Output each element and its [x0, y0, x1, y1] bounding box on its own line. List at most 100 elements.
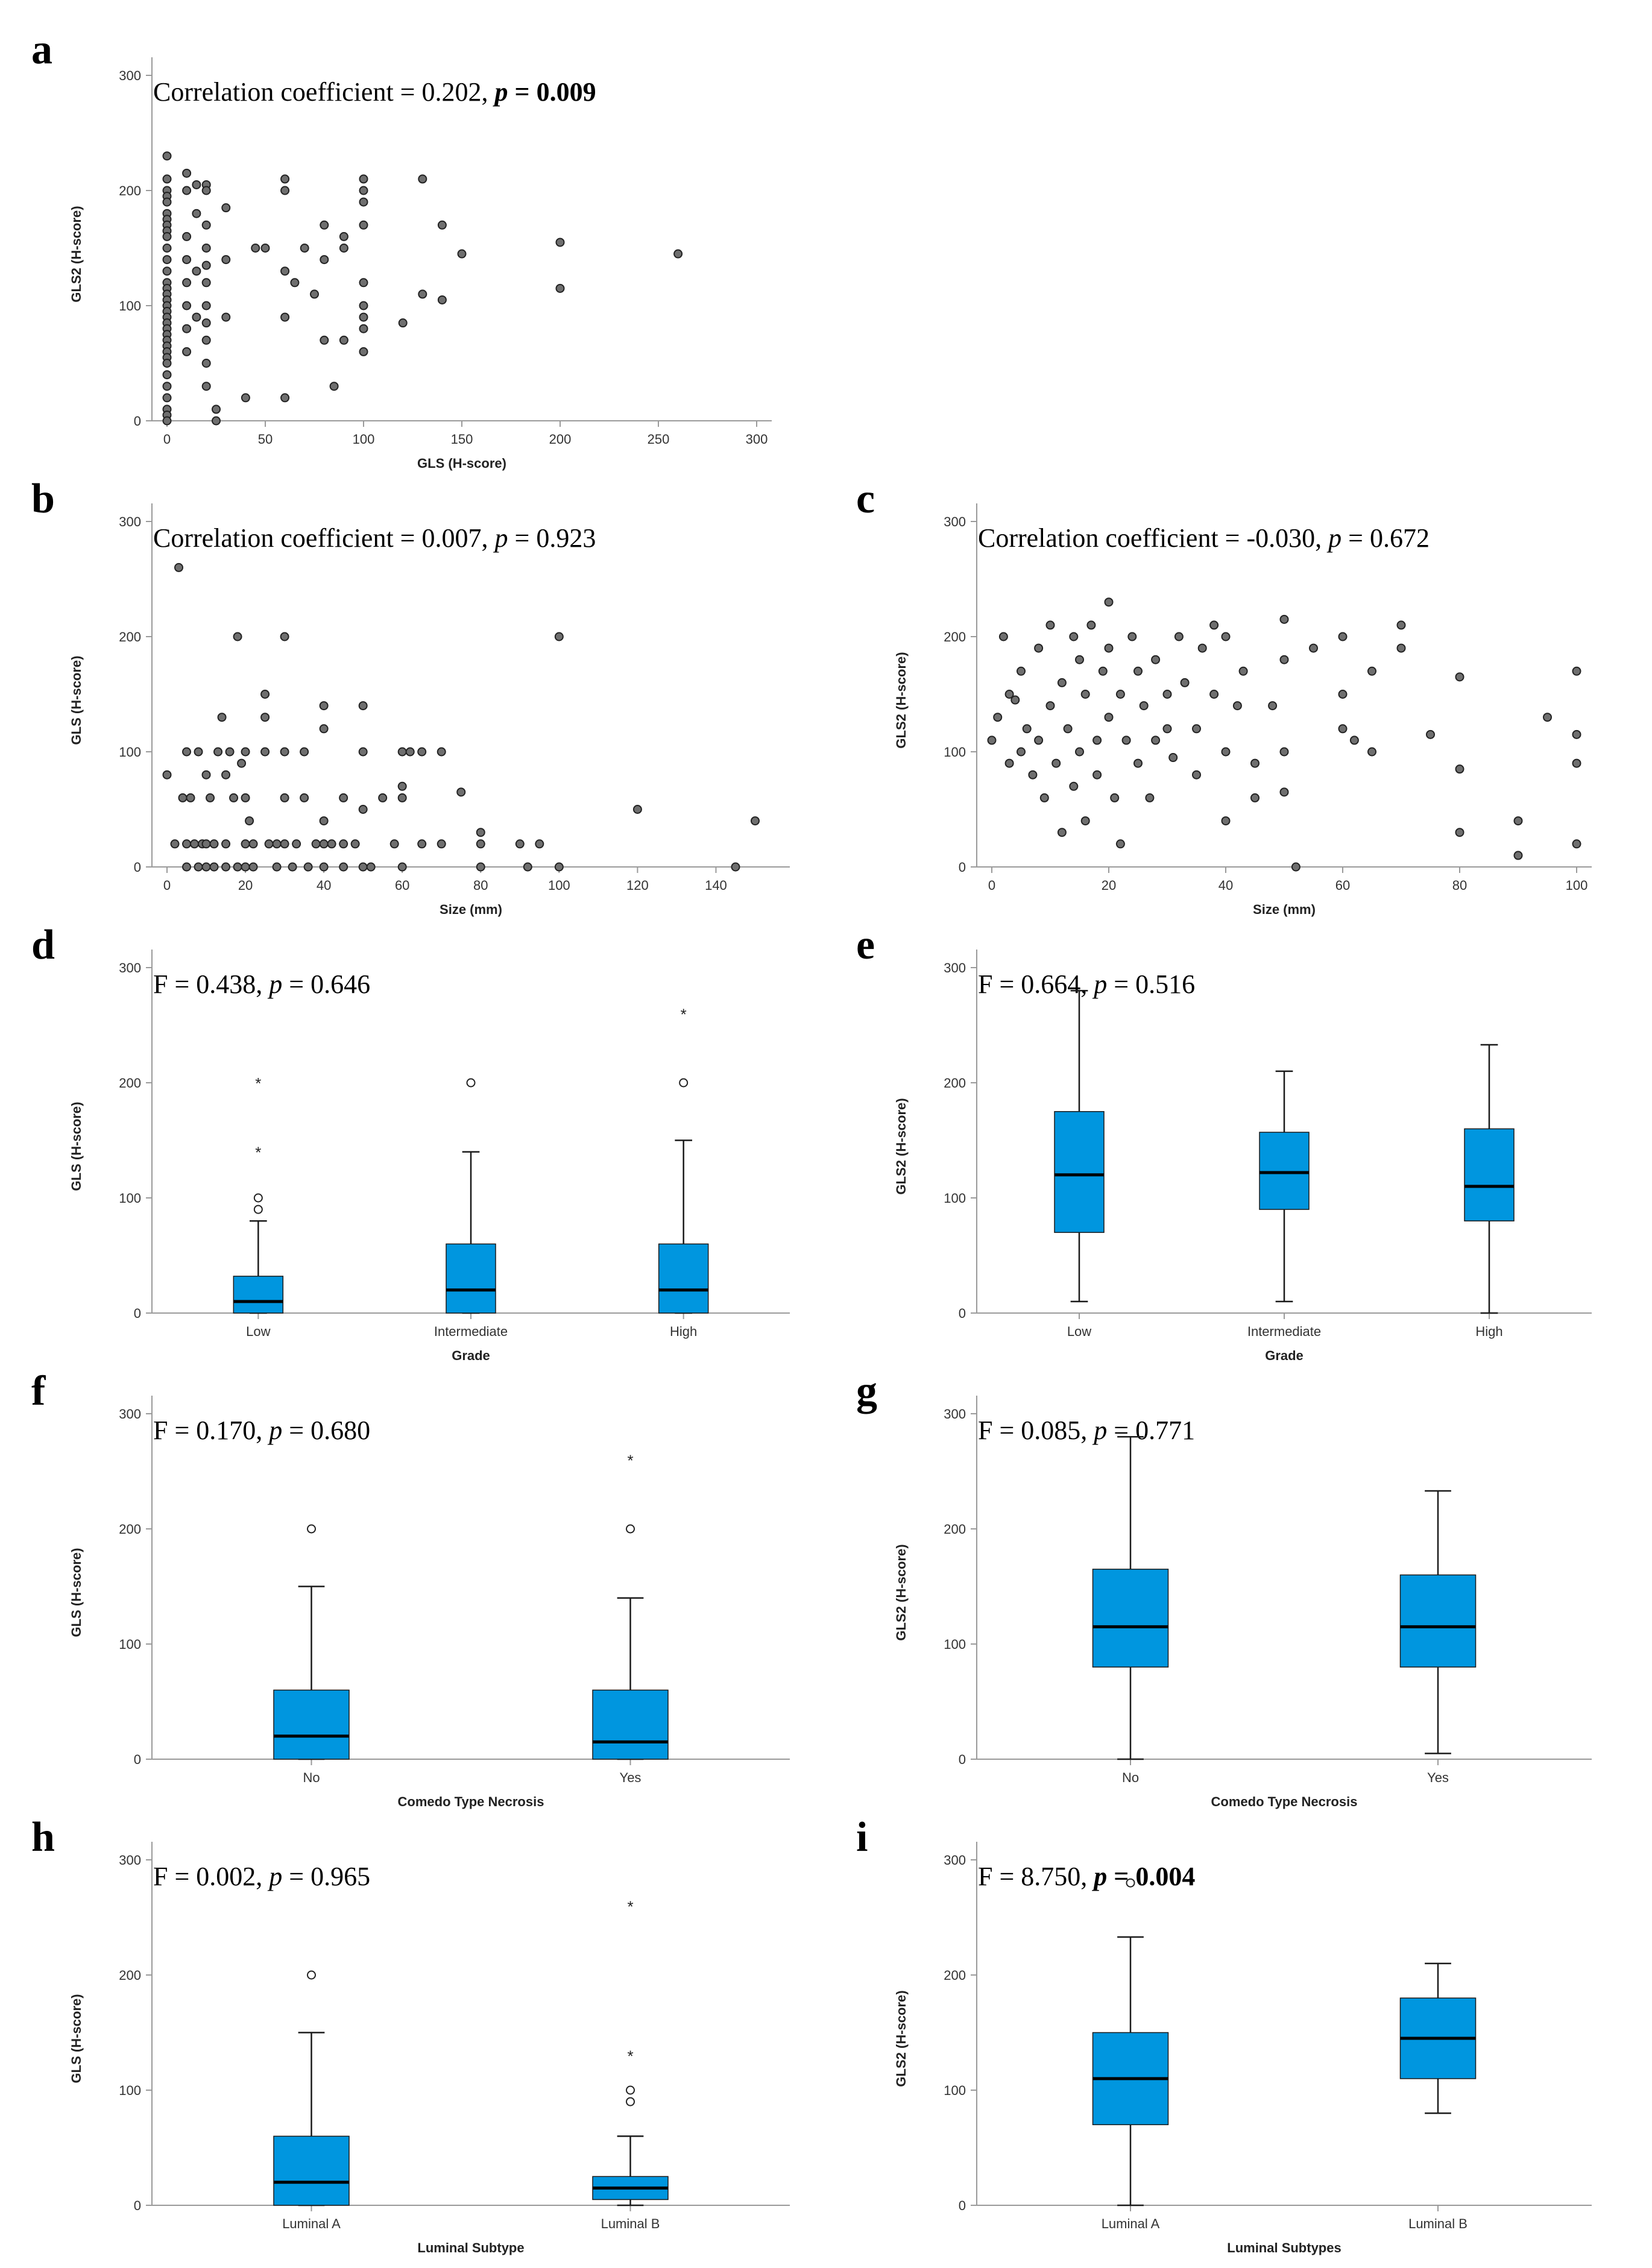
stat-prefix: F = 0.664,: [978, 969, 1094, 999]
stat-p-label: p: [1092, 969, 1107, 999]
data-point: [1192, 770, 1201, 780]
y-tick-label: 300: [119, 68, 141, 83]
category-label: No: [1122, 1770, 1139, 1785]
data-point: [182, 278, 192, 288]
y-tick-label: 0: [959, 1752, 966, 1767]
data-point: [1572, 666, 1581, 676]
category-label: Intermediate: [434, 1324, 508, 1339]
data-point: [418, 174, 427, 184]
x-axis-title: Grade: [1265, 1348, 1304, 1363]
panel-letter: a: [31, 27, 52, 73]
x-axis-title: Comedo Type Necrosis: [398, 1794, 544, 1809]
stat-p-value: = 0.923: [508, 523, 596, 553]
data-point: [182, 232, 192, 241]
data-point: [182, 862, 192, 872]
y-axis-title: GLS (H-score): [69, 1548, 84, 1637]
data-point: [1075, 655, 1084, 664]
data-point: [437, 839, 446, 849]
y-tick-label: 200: [119, 629, 141, 644]
data-point: [201, 278, 211, 288]
y-tick-label: 200: [944, 1522, 966, 1537]
x-tick-label: 140: [705, 878, 727, 893]
data-point: [1238, 666, 1248, 676]
data-point: [1069, 781, 1079, 791]
data-point: [476, 839, 485, 849]
outlier-point: [1126, 1878, 1135, 1888]
panel-c: c Correlation coefficient = -0.030, p = 0…: [856, 476, 1592, 917]
data-point: [673, 249, 683, 259]
data-point: [182, 255, 192, 265]
category-label: Intermediate: [1247, 1324, 1321, 1339]
data-point: [192, 312, 201, 322]
data-point: [1396, 620, 1406, 630]
x-tick-label: 0: [988, 878, 995, 893]
data-point: [1279, 655, 1289, 664]
data-point: [190, 839, 200, 849]
stat-prefix: F = 8.750,: [978, 1862, 1094, 1891]
data-point: [554, 632, 564, 641]
data-point: [206, 793, 215, 802]
category-label: Low: [246, 1324, 270, 1339]
data-point: [194, 862, 203, 872]
data-point: [437, 295, 447, 304]
x-axis-title: Luminal Subtype: [417, 2240, 524, 2255]
data-point: [288, 862, 297, 872]
data-point: [358, 862, 368, 872]
data-point: [417, 747, 427, 757]
x-tick-label: 300: [746, 432, 768, 447]
panel-b: b Correlation coefficient = 0.007, p = 0.…: [31, 476, 790, 917]
stat-prefix: F = 0.438,: [153, 969, 269, 999]
data-point: [1162, 724, 1172, 734]
data-point: [221, 312, 231, 322]
extreme-point: *: [627, 2047, 633, 2065]
data-point: [339, 335, 348, 345]
x-tick-label: 20: [238, 878, 253, 893]
data-point: [182, 747, 192, 757]
data-point: [398, 318, 408, 328]
data-point: [162, 382, 172, 391]
stat-p-label: p: [1091, 1862, 1107, 1891]
data-point: [192, 180, 201, 189]
data-point: [201, 862, 211, 872]
outlier-point: [626, 1524, 635, 1534]
data-point: [1045, 620, 1055, 630]
data-point: [358, 701, 368, 711]
data-point: [221, 862, 231, 872]
data-point: [162, 244, 172, 253]
data-point: [310, 289, 319, 299]
data-point: [457, 249, 467, 259]
data-point: [359, 312, 368, 322]
data-point: [327, 839, 336, 849]
data-point: [359, 197, 368, 207]
y-tick-label: 200: [119, 1968, 141, 1983]
data-point: [201, 382, 211, 391]
data-point: [359, 220, 368, 230]
stat-annotation: F = 0.002, p = 0.965: [153, 1862, 370, 1891]
data-point: [1057, 828, 1067, 837]
panel-letter: c: [856, 476, 875, 522]
y-tick-label: 200: [944, 629, 966, 644]
data-point: [1039, 793, 1049, 802]
data-point: [192, 266, 201, 276]
data-point: [397, 781, 407, 791]
data-point: [1127, 632, 1137, 641]
data-point: [260, 690, 270, 699]
outlier-point: [307, 1524, 316, 1534]
data-point: [397, 793, 407, 802]
data-point: [182, 186, 192, 195]
data-point: [272, 839, 282, 849]
data-point: [987, 736, 997, 745]
panel-g: g F = 0.085, p = 0.771 0 100 200 300 GLS2 (H-s…: [856, 1368, 1592, 1809]
data-point: [260, 713, 270, 722]
data-point: [1162, 690, 1172, 699]
data-point: [241, 393, 250, 403]
data-point: [1086, 620, 1096, 630]
data-point: [1022, 724, 1032, 734]
data-point: [201, 770, 211, 780]
data-point: [241, 747, 250, 757]
data-point: [241, 793, 250, 802]
data-point: [1426, 729, 1435, 739]
stat-prefix: Correlation coefficient = 0.202,: [153, 77, 495, 107]
stat-annotation: F = 8.750, p = 0.004: [978, 1862, 1195, 1891]
